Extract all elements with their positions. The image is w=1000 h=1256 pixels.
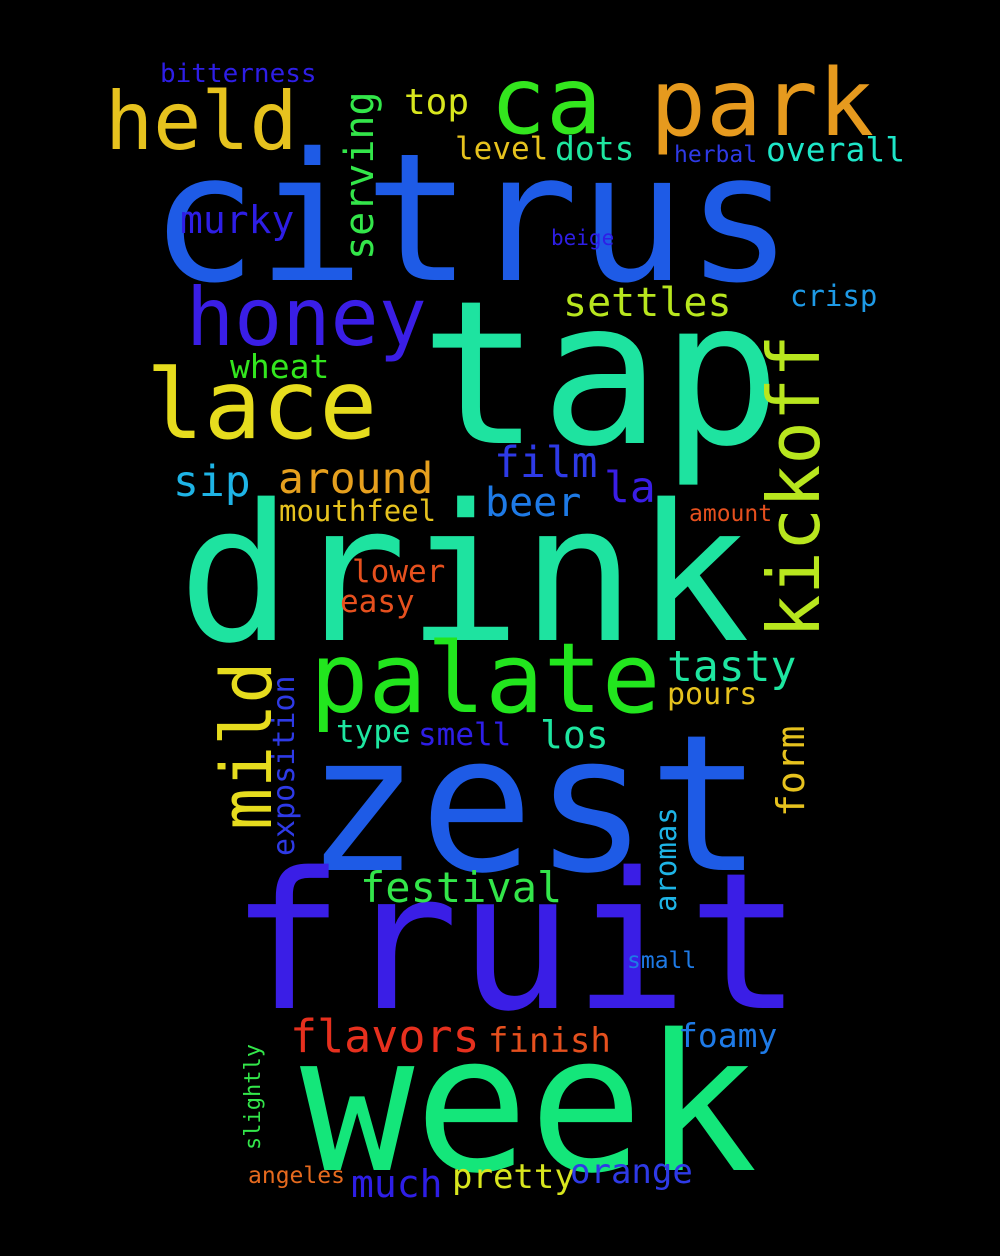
- word-top: top: [404, 82, 470, 123]
- word-flavors: flavors: [290, 1010, 480, 1063]
- word-pours: pours: [667, 677, 758, 712]
- word-angeles: angeles: [248, 1163, 345, 1189]
- word-finish: finish: [488, 1021, 611, 1061]
- word-exposition: exposition: [267, 675, 302, 856]
- word-slightly: slightly: [241, 1044, 266, 1150]
- word-tasty: tasty: [667, 642, 797, 692]
- word-orange: orange: [570, 1152, 693, 1192]
- word-beige: beige: [551, 226, 615, 250]
- word-overall: overall: [766, 130, 906, 169]
- word-serving: serving: [337, 91, 383, 260]
- word-herbal: herbal: [674, 142, 758, 168]
- word-festival: festival: [360, 863, 563, 912]
- word-park: park: [650, 49, 874, 157]
- word-small: small: [627, 948, 697, 974]
- word-palate: palate: [310, 622, 661, 735]
- word-lace: lace: [146, 349, 378, 461]
- word-beer: beer: [485, 480, 582, 526]
- word-type: type: [336, 714, 411, 750]
- word-murky: murky: [180, 198, 295, 242]
- word-crisp: crisp: [790, 279, 878, 313]
- word-easy: easy: [340, 584, 415, 620]
- word-honey: honey: [186, 271, 427, 364]
- word-foamy: foamy: [678, 1016, 778, 1055]
- word-settles: settles: [563, 280, 732, 326]
- word-level: level: [455, 131, 549, 167]
- word-zest: zest: [305, 694, 763, 915]
- word-smell: smell: [418, 717, 512, 753]
- word-mouthfeel: mouthfeel: [279, 494, 437, 528]
- word-la: la: [604, 463, 656, 513]
- word-pretty: pretty: [452, 1157, 575, 1197]
- word-lower: lower: [352, 554, 446, 590]
- word-wheat: wheat: [230, 347, 330, 386]
- word-fruit: fruit: [230, 832, 802, 1053]
- word-around: around: [278, 454, 434, 504]
- word-film: film: [494, 438, 598, 488]
- word-bitterness: bitterness: [160, 59, 317, 89]
- word-form: form: [769, 725, 813, 817]
- word-drink: drink: [178, 464, 750, 685]
- word-held: held: [105, 75, 298, 168]
- word-week: week: [300, 994, 758, 1215]
- word-aromas: aromas: [649, 807, 683, 912]
- word-dots: dots: [555, 129, 635, 168]
- word-ca: ca: [490, 47, 602, 155]
- word-much: much: [351, 1162, 443, 1206]
- word-sip: sip: [173, 457, 251, 507]
- word-los: los: [540, 713, 609, 757]
- word-kickoff: kickoff: [752, 334, 836, 638]
- word-amount: amount: [689, 501, 773, 527]
- word-tap: tap: [420, 258, 782, 491]
- word-citrus: citrus: [150, 115, 793, 322]
